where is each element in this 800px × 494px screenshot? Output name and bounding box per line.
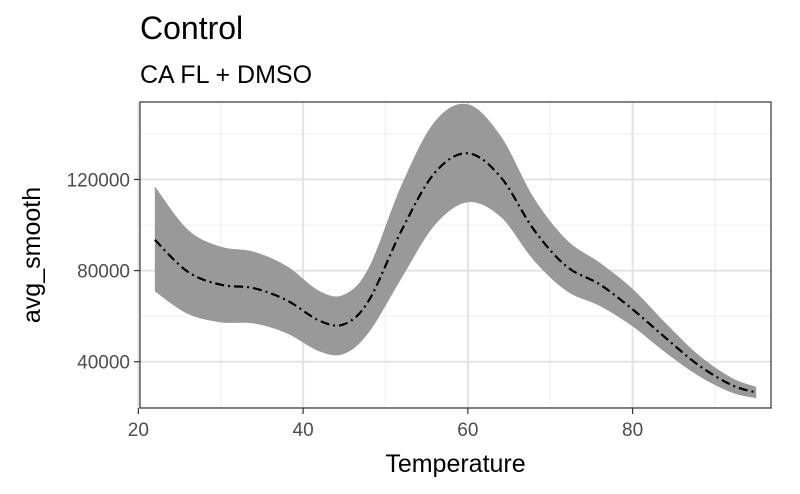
y-tick-label: 40000 <box>77 353 130 374</box>
x-tick-label: 60 <box>457 420 478 441</box>
plot-border <box>139 101 772 409</box>
series-layer <box>154 103 757 399</box>
x-axis-title: Temperature <box>385 450 525 478</box>
smooth-line <box>154 152 757 394</box>
plot-area <box>137 101 772 409</box>
x-tick-label: 40 <box>293 420 314 441</box>
confidence-band <box>154 103 757 399</box>
chart-title: Control <box>140 10 243 46</box>
x-tick-label: 20 <box>128 420 149 441</box>
y-tick-label: 120000 <box>67 170 130 191</box>
x-tick-label: 80 <box>622 420 643 441</box>
chart-subtitle: CA FL + DMSO <box>140 61 312 89</box>
x-axis: 20 40 60 80 <box>128 408 643 441</box>
y-tick-label: 80000 <box>77 262 130 283</box>
y-axis: 40000 80000 120000 <box>67 170 140 374</box>
y-axis-title: avg_smooth <box>18 187 46 323</box>
